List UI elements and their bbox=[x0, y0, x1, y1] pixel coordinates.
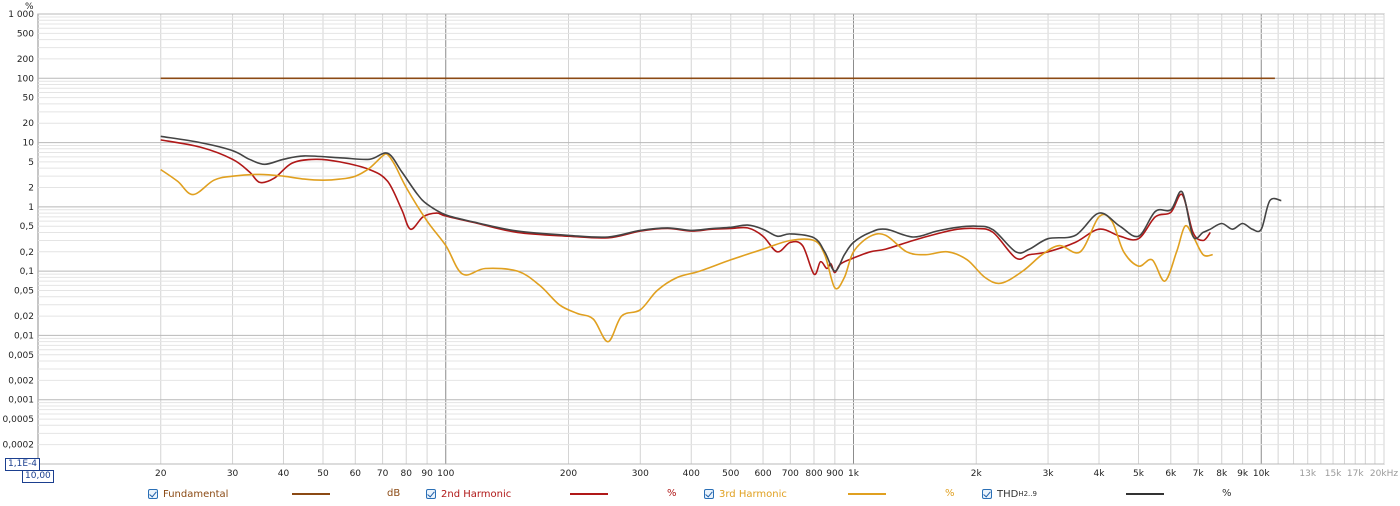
legend-swatch-3rd-harmonic bbox=[848, 493, 886, 495]
x-tick-label: 20kHz bbox=[1370, 469, 1398, 479]
y-tick-label: 0,05 bbox=[14, 286, 34, 296]
y-tick-label: 0,01 bbox=[14, 331, 34, 341]
y-tick-label: 500 bbox=[17, 29, 34, 39]
y-axis-unit-label: % bbox=[25, 2, 34, 12]
plot-area bbox=[37, 13, 1385, 465]
x-tick-label: 40 bbox=[278, 469, 290, 479]
x-tick-label: 3k bbox=[1043, 469, 1055, 479]
x-min-label[interactable]: 10,00 bbox=[22, 470, 54, 483]
x-tick-label: 1k bbox=[848, 469, 860, 479]
legend-label: 3rd Harmonic bbox=[719, 488, 787, 500]
y-tick-label: 0,002 bbox=[8, 376, 34, 386]
x-tick-label: 500 bbox=[722, 469, 739, 479]
chart-legend: Fundamental dB 2nd Harmonic % 3rd Harmon… bbox=[0, 486, 1400, 504]
x-tick-label: 10k bbox=[1253, 469, 1270, 479]
legend-label-sub: H2..9 bbox=[1018, 490, 1037, 498]
y-tick-label: 0,005 bbox=[8, 351, 34, 361]
x-tick-label: 17k bbox=[1347, 469, 1364, 479]
x-tick-label: 70 bbox=[377, 469, 389, 479]
legend-item-3rd-harmonic[interactable]: 3rd Harmonic bbox=[704, 486, 787, 502]
x-tick-label: 50 bbox=[317, 469, 329, 479]
x-tick-label: 80 bbox=[401, 469, 413, 479]
y-tick-label: 0,1 bbox=[20, 267, 34, 277]
chart-series bbox=[160, 77, 1282, 343]
x-tick-label: 900 bbox=[826, 469, 843, 479]
legend-item-thd[interactable]: THD H2..9 bbox=[982, 486, 1037, 502]
y-tick-label: 0,001 bbox=[8, 396, 34, 406]
y-tick-label: 1 000 bbox=[8, 10, 34, 20]
legend-unit: % bbox=[667, 488, 677, 499]
checkbox-icon[interactable] bbox=[704, 489, 714, 499]
x-tick-label: 15k bbox=[1325, 469, 1342, 479]
x-axis-ticks: 20 30 40 50 60 70 80 90 100 200 300 400 500 600 700 800… bbox=[155, 469, 1398, 479]
x-tick-label: 90 bbox=[421, 469, 433, 479]
series-line-3rd-harmonic bbox=[160, 152, 1213, 343]
y-axis-ticks: 1 000 500 200 100 50 20 10 5 2 1 0,5 0,2 0,1 0,05 0,02… bbox=[3, 10, 35, 451]
legend-swatch-fundamental bbox=[292, 493, 330, 495]
checkbox-icon[interactable] bbox=[148, 489, 158, 499]
legend-unit: % bbox=[945, 488, 955, 499]
x-tick-label: 700 bbox=[782, 469, 799, 479]
x-tick-label: 5k bbox=[1133, 469, 1145, 479]
x-tick-label: 200 bbox=[560, 469, 577, 479]
y-tick-label: 10 bbox=[23, 139, 35, 149]
x-tick-label: 13k bbox=[1299, 469, 1316, 479]
checkbox-icon[interactable] bbox=[426, 489, 436, 499]
x-tick-label: 9k bbox=[1237, 469, 1249, 479]
x-tick-label: 20 bbox=[155, 469, 167, 479]
legend-swatch-thd bbox=[1126, 493, 1164, 495]
x-tick-label: 60 bbox=[350, 469, 362, 479]
distortion-chart: 1 000 500 200 100 50 20 10 5 2 1 0,5 0,2 0,1 0,05 0,02… bbox=[3, 2, 1399, 479]
x-tick-label: 100 bbox=[437, 469, 454, 479]
y-tick-label: 0,02 bbox=[14, 312, 34, 322]
x-tick-label: 600 bbox=[754, 469, 771, 479]
y-tick-label: 200 bbox=[17, 55, 34, 65]
y-tick-label: 0,0002 bbox=[3, 441, 35, 451]
x-tick-label: 800 bbox=[805, 469, 822, 479]
legend-swatch-2nd-harmonic bbox=[570, 493, 608, 495]
y-tick-label: 0,5 bbox=[20, 222, 34, 232]
legend-item-2nd-harmonic[interactable]: 2nd Harmonic bbox=[426, 486, 511, 502]
y-tick-label: 0,2 bbox=[20, 248, 34, 258]
checkbox-icon[interactable] bbox=[982, 489, 992, 499]
legend-label: Fundamental bbox=[163, 488, 229, 500]
y-tick-label: 0,0005 bbox=[3, 415, 35, 425]
y-tick-label: 20 bbox=[23, 119, 35, 129]
legend-label: THD bbox=[997, 488, 1019, 500]
chart-grid bbox=[37, 13, 1385, 465]
x-tick-label: 8k bbox=[1216, 469, 1228, 479]
y-tick-label: 50 bbox=[23, 94, 35, 104]
x-tick-label: 30 bbox=[227, 469, 239, 479]
x-tick-label: 4k bbox=[1094, 469, 1106, 479]
x-tick-label: 400 bbox=[683, 469, 700, 479]
series-line-2nd-harmonic bbox=[160, 139, 1211, 276]
y-tick-label: 5 bbox=[28, 158, 34, 168]
y-tick-label: 2 bbox=[28, 184, 34, 194]
x-tick-label: 2k bbox=[971, 469, 983, 479]
legend-unit: dB bbox=[387, 488, 401, 499]
legend-label: 2nd Harmonic bbox=[441, 488, 512, 500]
x-tick-label: 6k bbox=[1165, 469, 1177, 479]
x-tick-label: 300 bbox=[632, 469, 649, 479]
legend-unit: % bbox=[1222, 488, 1232, 499]
y-tick-label: 1 bbox=[28, 203, 34, 213]
legend-item-fundamental[interactable]: Fundamental bbox=[148, 486, 228, 502]
series-line-thd bbox=[160, 135, 1282, 272]
y-tick-label: 100 bbox=[17, 74, 34, 84]
x-tick-label: 7k bbox=[1193, 469, 1205, 479]
